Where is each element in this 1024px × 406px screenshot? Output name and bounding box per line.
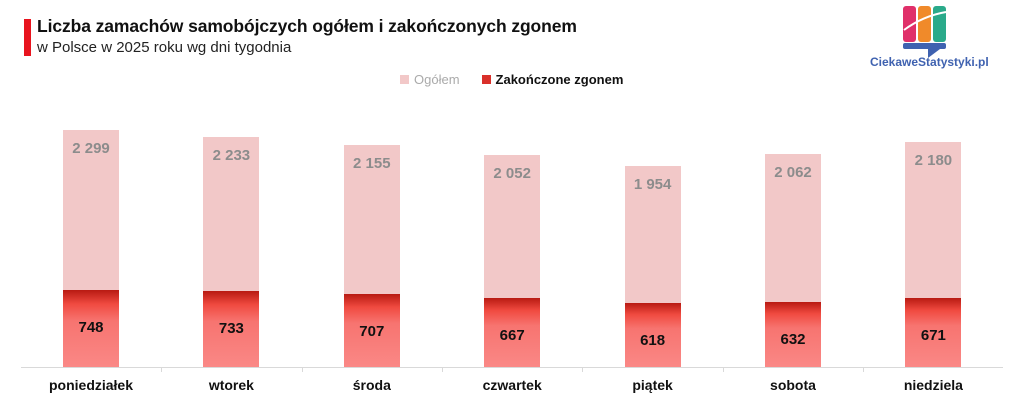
- value-label-death: 667: [499, 327, 525, 345]
- value-label-death: 707: [359, 323, 385, 341]
- logo-text: CiekaweStatystyki.pl: [870, 55, 989, 69]
- value-label-total: 2 052: [493, 165, 531, 183]
- value-label-total: 2 180: [914, 152, 953, 170]
- legend-item-total: Ogółem: [400, 72, 460, 87]
- legend-label-death: Zakończone zgonem: [495, 72, 624, 87]
- category-label: piątek: [632, 377, 673, 393]
- axis-tick: [301, 367, 303, 372]
- bar-death: [765, 301, 821, 367]
- value-label-death: 733: [218, 320, 244, 338]
- chart-subtitle: w Polsce w 2025 roku wg dni tygodnia: [37, 39, 292, 56]
- value-label-total: 2 233: [212, 146, 251, 164]
- bar-death: [63, 289, 119, 367]
- legend-item-death: Zakończone zgonem: [481, 72, 624, 87]
- axis-tick: [863, 367, 865, 372]
- bar-death: [343, 294, 400, 367]
- value-label-death: 748: [78, 318, 104, 336]
- category-label: środa: [352, 377, 391, 393]
- category-label: niedziela: [903, 377, 963, 393]
- value-label-death: 671: [920, 326, 946, 344]
- bar-death: [484, 298, 541, 367]
- logo-icon: [903, 6, 947, 58]
- legend: Ogółem Zakończone zgonem: [400, 72, 645, 87]
- legend-swatch-death: [481, 75, 491, 84]
- legend-swatch-total: [400, 75, 409, 84]
- bar-death: [624, 303, 681, 367]
- value-label-total: 1 954: [633, 175, 672, 193]
- category-label: wtorek: [208, 377, 254, 393]
- value-label-total: 2 155: [353, 154, 391, 172]
- category-label: czwartek: [482, 377, 542, 393]
- category-label: poniedziałek: [48, 377, 134, 393]
- value-label-total: 2 062: [774, 164, 812, 182]
- value-label-death: 632: [780, 330, 806, 348]
- x-axis: [21, 367, 1003, 368]
- axis-tick: [161, 367, 163, 372]
- chart-title: Liczba zamachów samobójczych ogółem i za…: [37, 16, 577, 36]
- title-accent-bar: [24, 19, 31, 56]
- value-label-death: 618: [640, 332, 666, 350]
- axis-tick: [722, 367, 724, 372]
- value-label-total: 2 299: [72, 140, 110, 157]
- legend-label-total: Ogółem: [414, 72, 460, 87]
- axis-tick: [442, 367, 443, 372]
- bar-death: [905, 297, 962, 367]
- category-label: sobota: [770, 377, 816, 393]
- bar-death: [203, 291, 260, 367]
- axis-tick: [582, 367, 584, 372]
